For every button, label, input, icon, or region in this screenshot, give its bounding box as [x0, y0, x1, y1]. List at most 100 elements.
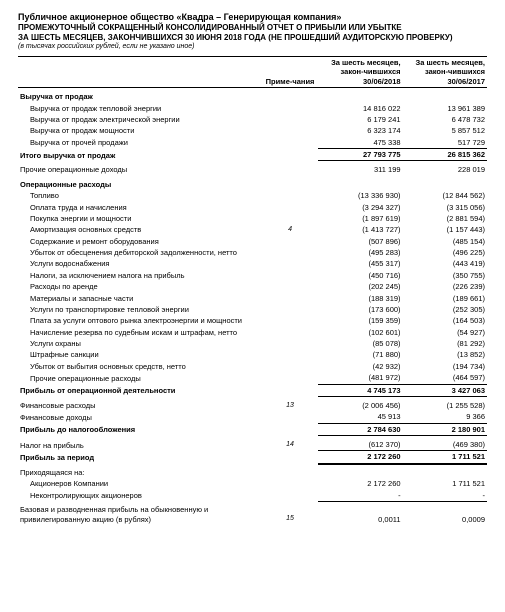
row-val2: (13 852): [403, 349, 487, 360]
row-label: Плата за услуги оптового рынка электроэн…: [18, 315, 262, 326]
row-label: Итого выручка от продаж: [18, 149, 262, 161]
col-period1: За шесть месяцев, закон-чившихся 30/06/2…: [318, 57, 402, 88]
row-note: [262, 270, 318, 281]
row-val1: 4 745 173: [318, 384, 402, 396]
row-val1: 311 199: [318, 161, 402, 176]
row-val2: (1 157 443): [403, 224, 487, 235]
row-label: Убыток от обесценения дебиторской задолж…: [18, 247, 262, 258]
row-val1: 27 793 775: [318, 149, 402, 161]
row-val2: (485 154): [403, 236, 487, 247]
row-note: [262, 327, 318, 338]
row-val2: 3 427 063: [403, 384, 487, 396]
row-label: Выручка от продаж тепловой энергии: [18, 103, 262, 114]
row-val1: 2 784 630: [318, 423, 402, 435]
row-label: Налог на прибыль: [18, 436, 262, 451]
row-val2: 0,0009: [403, 501, 487, 525]
row-val1: 6 179 241: [318, 114, 402, 125]
row-val2: 228 019: [403, 161, 487, 176]
row-val1: 0,0011: [318, 501, 402, 525]
row-val2: -: [403, 490, 487, 502]
col-note: Приме-чания: [262, 57, 318, 88]
row-label: Содержание и ремонт оборудования: [18, 236, 262, 247]
row-note: [262, 349, 318, 360]
row-val1: (1 413 727): [318, 224, 402, 235]
row-note: [262, 213, 318, 224]
row-note: [262, 423, 318, 435]
row-note: [262, 125, 318, 136]
row-val2: (1 255 528): [403, 396, 487, 411]
row-label: Приходящаяся на:: [18, 464, 262, 478]
row-label: Штрафные санкции: [18, 349, 262, 360]
row-val1: (159 359): [318, 315, 402, 326]
row-val1: (13 336 930): [318, 190, 402, 201]
row-val2: (226 239): [403, 281, 487, 292]
row-label: Налоги, за исключением налога на прибыль: [18, 270, 262, 281]
row-val2: (189 661): [403, 293, 487, 304]
row-label: Базовая и разводненная прибыль на обыкно…: [18, 501, 262, 525]
row-label: Начисление резерва по судебным искам и ш…: [18, 327, 262, 338]
row-val1: (495 283): [318, 247, 402, 258]
row-val2: (252 305): [403, 304, 487, 315]
row-val1: (42 932): [318, 361, 402, 372]
row-val2: (496 225): [403, 247, 487, 258]
row-val1: (2 006 456): [318, 396, 402, 411]
row-val1: 2 172 260: [318, 478, 402, 489]
row-val1: -: [318, 490, 402, 502]
row-label: Акционеров Компании: [18, 478, 262, 489]
row-note: [262, 247, 318, 258]
units-note: (в тысячах российских рублей, если не ук…: [18, 43, 487, 50]
row-note: [262, 478, 318, 489]
row-note: [262, 490, 318, 502]
row-val2: 1 711 521: [403, 451, 487, 464]
row-note: [262, 190, 318, 201]
row-val2: (350 755): [403, 270, 487, 281]
row-note: [262, 258, 318, 269]
row-note: [262, 114, 318, 125]
row-val2: [403, 464, 487, 478]
row-val1: (71 880): [318, 349, 402, 360]
row-note: [262, 338, 318, 349]
row-val1: (173 600): [318, 304, 402, 315]
row-note: [262, 137, 318, 149]
row-val1: 475 338: [318, 137, 402, 149]
row-val1: (188 319): [318, 293, 402, 304]
row-val2: 26 815 362: [403, 149, 487, 161]
row-note: [262, 464, 318, 478]
row-val2: (12 844 562): [403, 190, 487, 201]
row-val1: (1 897 619): [318, 213, 402, 224]
row-val1: 2 172 260: [318, 451, 402, 464]
row-label: Покупка энергии и мощности: [18, 213, 262, 224]
row-note: [262, 202, 318, 213]
row-label: Прочие операционные расходы: [18, 372, 262, 384]
row-val2: (81 292): [403, 338, 487, 349]
row-note: [262, 293, 318, 304]
row-label: Материалы и запасные части: [18, 293, 262, 304]
row-val1: [318, 88, 402, 103]
row-val1: (450 716): [318, 270, 402, 281]
row-note: [262, 411, 318, 423]
row-val1: (102 601): [318, 327, 402, 338]
row-val2: (469 380): [403, 436, 487, 451]
row-val1: (481 972): [318, 372, 402, 384]
row-val2: (164 503): [403, 315, 487, 326]
row-note: 13: [262, 396, 318, 411]
row-val2: 2 180 901: [403, 423, 487, 435]
row-val2: (443 419): [403, 258, 487, 269]
row-note: 4: [262, 224, 318, 235]
row-val2: 13 961 389: [403, 103, 487, 114]
row-label: Услуги охраны: [18, 338, 262, 349]
row-val1: (612 370): [318, 436, 402, 451]
row-note: [262, 149, 318, 161]
row-label: Выручка от продаж: [18, 88, 262, 103]
row-val2: 5 857 512: [403, 125, 487, 136]
row-val1: (507 896): [318, 236, 402, 247]
row-note: [262, 315, 318, 326]
row-val2: 1 711 521: [403, 478, 487, 489]
row-val2: (464 597): [403, 372, 487, 384]
row-val2: (194 734): [403, 361, 487, 372]
row-val2: [403, 88, 487, 103]
row-label: Выручка от продаж электрической энергии: [18, 114, 262, 125]
row-val2: (3 315 056): [403, 202, 487, 213]
row-label: Финансовые доходы: [18, 411, 262, 423]
row-val2: 6 478 732: [403, 114, 487, 125]
